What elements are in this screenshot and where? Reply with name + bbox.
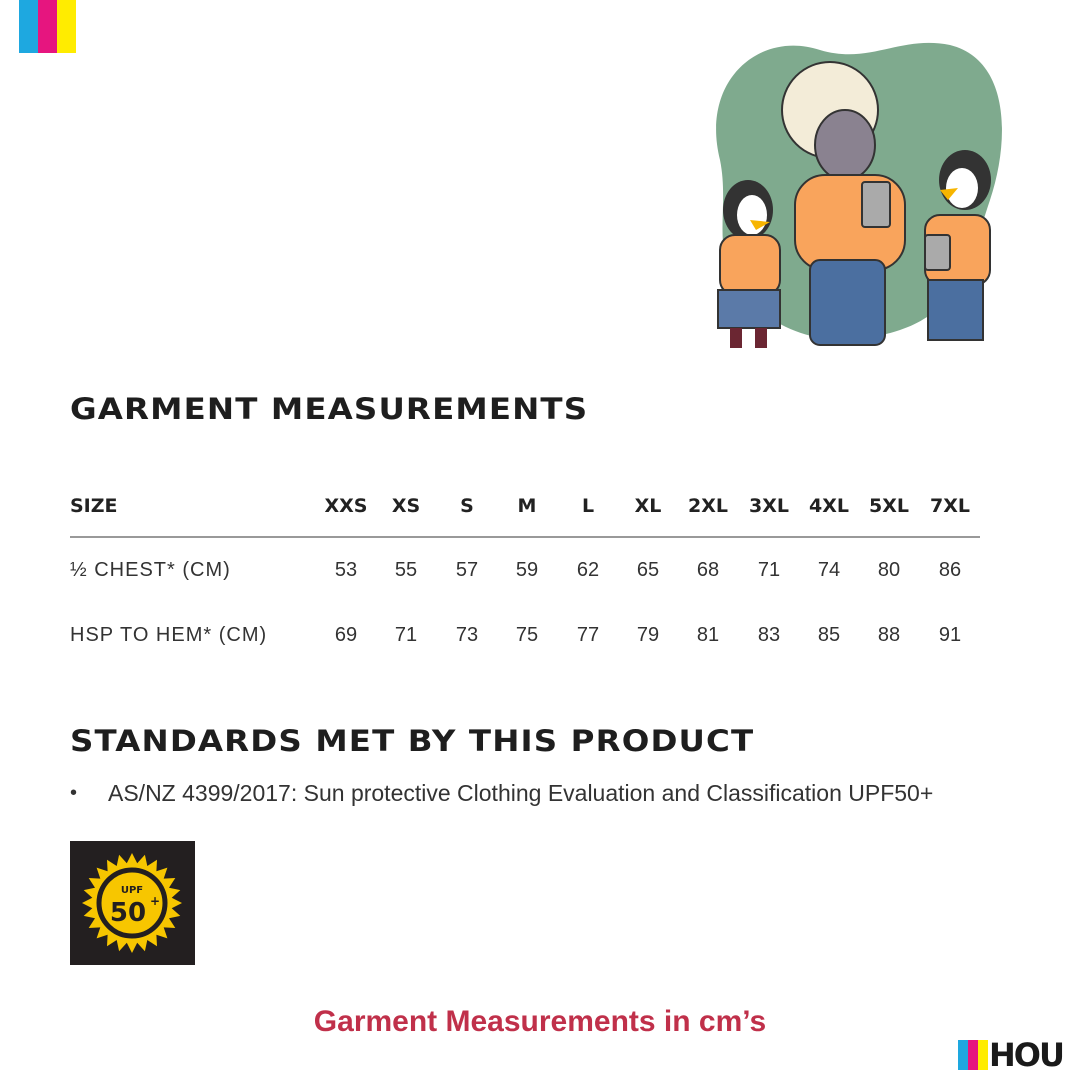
upf-50-badge: UPF 50 + bbox=[70, 841, 195, 965]
table-cell: 91 bbox=[938, 624, 962, 646]
table-cell: 79 bbox=[636, 624, 660, 646]
table-cell: 69 bbox=[334, 624, 358, 646]
size-header-7xl: 7XL bbox=[930, 495, 970, 517]
hou-logo: HOU bbox=[958, 1036, 1065, 1074]
garment-measurements-title: GARMENT MEASUREMENTS bbox=[70, 392, 589, 426]
size-header-xl: XL bbox=[634, 495, 662, 517]
size-header-s: S bbox=[460, 495, 474, 517]
table-cell: 88 bbox=[877, 624, 901, 646]
table-cell: 57 bbox=[455, 559, 479, 581]
table-cell: 83 bbox=[757, 624, 781, 646]
table-cell: 73 bbox=[455, 624, 479, 646]
bullet: • bbox=[70, 782, 78, 804]
row-label-chest: ½ CHEST* (CM) bbox=[70, 559, 231, 581]
table-cell: 85 bbox=[817, 624, 841, 646]
upf-plus: + bbox=[150, 894, 160, 908]
table-cell: 80 bbox=[877, 559, 901, 581]
table-cell: 86 bbox=[938, 559, 962, 581]
size-header-l: L bbox=[581, 495, 595, 517]
table-cell: 65 bbox=[636, 559, 660, 581]
table-cell: 74 bbox=[817, 559, 841, 581]
size-header-5xl: 5XL bbox=[869, 495, 909, 517]
table-cell: 53 bbox=[334, 559, 358, 581]
table-divider bbox=[70, 536, 980, 538]
table-cell: 71 bbox=[394, 624, 418, 646]
size-header-2xl: 2XL bbox=[688, 495, 728, 517]
row-label-hsp-to-hem: HSP TO HEM* (CM) bbox=[70, 624, 268, 646]
size-header-3xl: 3XL bbox=[749, 495, 789, 517]
table-cell: 71 bbox=[757, 559, 781, 581]
standard-item: AS/NZ 4399/2017: Sun protective Clothing… bbox=[108, 780, 934, 806]
table-cell: 62 bbox=[576, 559, 600, 581]
size-header-xs: XS bbox=[391, 495, 421, 517]
mascot-illustration bbox=[716, 42, 1002, 348]
size-header-m: M bbox=[517, 495, 537, 517]
table-cell: 55 bbox=[394, 559, 418, 581]
table-cell: 59 bbox=[515, 559, 539, 581]
size-header-xxs: XXS bbox=[324, 495, 368, 517]
table-cell: 81 bbox=[696, 624, 720, 646]
footer-caption: Garment Measurements in cm’s bbox=[313, 1005, 767, 1038]
table-cell: 68 bbox=[696, 559, 720, 581]
size-header-label: SIZE bbox=[70, 495, 118, 517]
brand-color-bars bbox=[19, 0, 76, 53]
table-cell: 77 bbox=[576, 624, 600, 646]
hou-logo-text: HOU bbox=[989, 1036, 1065, 1074]
upf-value: 50 bbox=[110, 898, 146, 928]
table-cell: 75 bbox=[515, 624, 539, 646]
upf-label: UPF bbox=[121, 885, 143, 896]
size-header-4xl: 4XL bbox=[809, 495, 849, 517]
standards-title: STANDARDS MET BY THIS PRODUCT bbox=[70, 724, 755, 758]
